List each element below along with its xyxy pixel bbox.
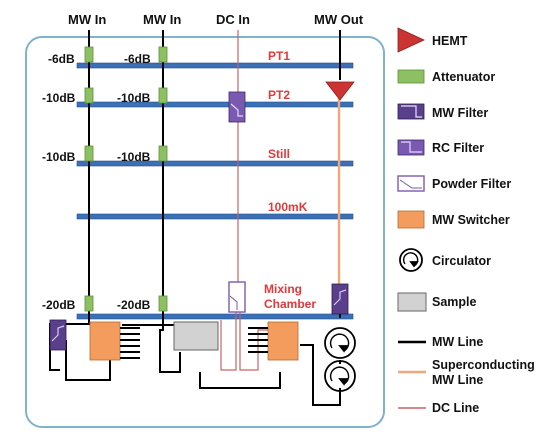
attenuator-icon (158, 295, 168, 312)
attenuator-group (84, 46, 168, 312)
circulator-icon (324, 327, 356, 359)
plate-mixing-chamber (76, 313, 354, 320)
mw-filter-icon (331, 283, 349, 315)
legend-label-sc-line-2: MW Line (432, 373, 483, 387)
powder-filter-icon (228, 281, 246, 313)
atten-label: -6dB (124, 52, 151, 66)
circulator-icon (324, 360, 356, 392)
stage-label-still: Still (268, 147, 290, 161)
attenuator-icon (158, 145, 168, 162)
legend-label-powder-filter: Powder Filter (432, 177, 511, 191)
header-mw-in-2: MW In (143, 12, 181, 27)
rc-filter-icon (228, 91, 246, 123)
legend-label-dc-line: DC Line (432, 401, 479, 415)
attenuator-icon (84, 145, 94, 162)
header-dc-in: DC In (216, 12, 250, 27)
mw-switcher-icon (248, 321, 299, 361)
plate-still (76, 160, 354, 167)
legend-label-attenuator: Attenuator (432, 70, 495, 84)
fridge-frame (25, 36, 385, 428)
atten-label: -10dB (117, 91, 151, 105)
legend-circulator-icon (399, 248, 423, 272)
legend-mw-switcher-icon (397, 210, 425, 229)
mw-switcher-icon (89, 321, 140, 361)
legend-rc-filter-icon (397, 139, 425, 156)
hemt-icon (325, 81, 355, 101)
legend-label-rc-filter: RC Filter (432, 141, 484, 155)
attenuator-icon (158, 46, 168, 63)
plate-pt1 (76, 62, 354, 69)
attenuator-icon (84, 46, 94, 63)
plate-100mk (76, 213, 354, 220)
atten-label: -20dB (42, 298, 76, 312)
stage-label-pt2: PT2 (268, 88, 290, 102)
legend-label-sample: Sample (432, 295, 477, 309)
attenuator-icon (84, 87, 94, 104)
stage-plates (76, 62, 354, 320)
atten-label: -20dB (117, 298, 151, 312)
legend-label-mw-switcher: MW Switcher (432, 213, 510, 227)
legend-label-hemt: HEMT (432, 34, 468, 48)
legend-attenuator-icon (397, 69, 425, 84)
plate-pt2 (76, 101, 354, 108)
legend-mw-filter-icon (397, 103, 425, 120)
header-mw-out: MW Out (314, 12, 364, 27)
legend-label-sc-line: Superconducting (432, 358, 535, 372)
legend-powder-filter-icon (397, 175, 425, 192)
atten-label: -10dB (42, 150, 76, 164)
legend-hemt-icon (397, 27, 425, 53)
attenuator-icon (158, 87, 168, 104)
legend-label-mw-line: MW Line (432, 335, 483, 349)
atten-label: -10dB (117, 150, 151, 164)
header-mw-in-1: MW In (68, 12, 106, 27)
legend-sample-icon (397, 292, 427, 312)
stage-label-mixing: Mixing (264, 282, 302, 296)
atten-label: -10dB (42, 91, 76, 105)
mw-filter-icon (49, 319, 67, 351)
attenuator-icon (84, 295, 94, 312)
legend-label-circulator: Circulator (432, 254, 491, 268)
stage-label-100mk: 100mK (268, 200, 308, 214)
sample-icon (173, 321, 219, 351)
legend: HEMT Attenuator MW Filter RC Filter Powd… (397, 27, 535, 415)
atten-label: -6dB (48, 52, 75, 66)
stage-label-pt1: PT1 (268, 49, 290, 63)
legend-label-mw-filter: MW Filter (432, 106, 488, 120)
stage-label-chamber: Chamber (264, 297, 316, 311)
